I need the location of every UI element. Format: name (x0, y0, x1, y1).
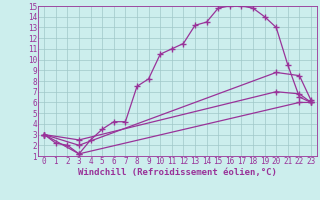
X-axis label: Windchill (Refroidissement éolien,°C): Windchill (Refroidissement éolien,°C) (78, 168, 277, 177)
